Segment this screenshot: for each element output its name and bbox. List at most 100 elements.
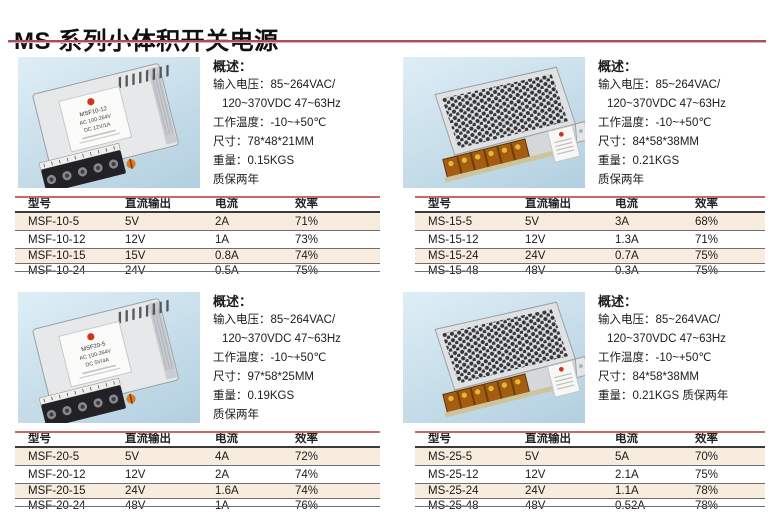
spec-weight: 重量：0.21KGS bbox=[598, 155, 680, 167]
cell-current: 5A bbox=[615, 451, 630, 463]
table-row: MSF-20-15 24V 1.6A 74% bbox=[15, 484, 380, 498]
table-top-rule bbox=[15, 196, 380, 198]
spec-table: 型号 直流输出 电流 效率 MSF-10-5 5V 2A 71% MSF-10-… bbox=[15, 196, 380, 282]
spec-input-voltage-2: 120~370VDC 47~63Hz bbox=[607, 98, 726, 110]
col-model: 型号 bbox=[28, 198, 51, 210]
cell-voltage: 12V bbox=[525, 469, 546, 481]
spec-weight-and-warranty: 重量：0.21KGS 质保两年 bbox=[598, 390, 729, 402]
cell-current: 1.1A bbox=[615, 485, 639, 497]
table-top-rule bbox=[415, 196, 765, 198]
page-title: MS 系列小体积开关电源 bbox=[14, 28, 279, 56]
table-header-rule bbox=[15, 446, 380, 448]
row-rule bbox=[415, 271, 765, 272]
cell-current: 0.7A bbox=[615, 250, 639, 262]
cell-efficiency: 74% bbox=[295, 250, 319, 262]
table-header-row: 型号 直流输出 电流 效率 bbox=[415, 198, 765, 211]
product-section-ms-15: 概述： 输入电压：85~264VAC/ 120~370VDC 47~63Hz 工… bbox=[400, 55, 765, 287]
perforated-vent-grid bbox=[441, 308, 568, 384]
cell-efficiency: 73% bbox=[295, 234, 319, 246]
cell-efficiency: 71% bbox=[695, 234, 719, 246]
table-top-rule bbox=[15, 431, 380, 433]
cell-current: 1.6A bbox=[215, 485, 239, 497]
col-dc-output: 直流输出 bbox=[525, 198, 571, 210]
spec-operating-temp: 工作温度：-10~+50℃ bbox=[213, 117, 327, 129]
table-row: MS-15-12 12V 1.3A 71% bbox=[415, 233, 765, 248]
table-row: MSF-10-5 5V 2A 71% bbox=[15, 215, 380, 230]
brand-logo-icon bbox=[87, 333, 95, 341]
col-model: 型号 bbox=[428, 198, 451, 210]
spec-warranty: 质保两年 bbox=[598, 174, 644, 186]
row-rule bbox=[15, 465, 380, 466]
product-photo: MSF10-12 AC 100-264V DC 12V/1A bbox=[18, 57, 200, 188]
spec-input-voltage: 输入电压：85~264VAC/ bbox=[213, 314, 336, 326]
enclosed-power-supply-illustration bbox=[434, 66, 585, 183]
overview-block: 概述： 输入电压：85~264VAC/ 120~370VDC 47~63Hz 工… bbox=[598, 57, 765, 190]
row-rule bbox=[415, 248, 765, 249]
cell-current: 2.1A bbox=[615, 469, 639, 481]
spec-input-voltage-2: 120~370VDC 47~63Hz bbox=[222, 98, 341, 110]
cell-efficiency: 74% bbox=[295, 485, 319, 497]
device-model-text: MSF20-5 bbox=[81, 341, 107, 353]
product-photo: MSF20-5 AC 100-264V DC 5V/4A bbox=[18, 292, 200, 423]
col-model: 型号 bbox=[28, 433, 51, 445]
cell-current: 4A bbox=[215, 451, 230, 463]
spec-dimensions: 尺寸：84*58*38MM bbox=[598, 371, 699, 383]
cell-efficiency: 78% bbox=[695, 485, 719, 497]
col-model: 型号 bbox=[428, 433, 451, 445]
overview-block: 概述： 输入电压：85~264VAC/ 120~370VDC 47~63Hz 工… bbox=[213, 57, 380, 190]
col-dc-output: 直流输出 bbox=[125, 433, 171, 445]
overview-block: 概述： 输入电压：85~264VAC/ 120~370VDC 47~63Hz 工… bbox=[213, 292, 380, 425]
col-efficiency: 效率 bbox=[295, 198, 318, 210]
cell-voltage: 12V bbox=[525, 234, 546, 246]
brand-logo-icon bbox=[558, 366, 564, 372]
spec-weight: 重量：0.15KGS bbox=[213, 155, 295, 167]
spec-table: 型号 直流输出 电流 效率 MSF-20-5 5V 4A 72% MSF-20-… bbox=[15, 431, 380, 517]
cell-model: MSF-10-12 bbox=[28, 234, 86, 246]
cell-voltage: 5V bbox=[125, 216, 140, 228]
table-row: MS-15-5 5V 3A 68% bbox=[415, 215, 765, 230]
table-row: MSF-20-12 12V 2A 74% bbox=[15, 468, 380, 483]
col-current: 电流 bbox=[215, 433, 238, 445]
spec-input-voltage-2: 120~370VDC 47~63Hz bbox=[607, 333, 726, 345]
device-dc-text: DC 5V/4A bbox=[85, 357, 110, 369]
cell-model: MSF-20-5 bbox=[28, 451, 80, 463]
cell-current: 3A bbox=[615, 216, 630, 228]
spec-warranty: 质保两年 bbox=[213, 174, 259, 186]
cell-voltage: 5V bbox=[125, 451, 140, 463]
row-rule bbox=[415, 263, 765, 264]
spec-input-voltage: 输入电压：85~264VAC/ bbox=[598, 314, 721, 326]
cell-efficiency: 71% bbox=[295, 216, 319, 228]
cell-voltage: 12V bbox=[125, 469, 146, 481]
cell-voltage: 15V bbox=[125, 250, 146, 262]
row-rule bbox=[15, 263, 380, 264]
row-stripe bbox=[415, 483, 765, 498]
cell-voltage: 5V bbox=[525, 451, 540, 463]
row-rule bbox=[415, 498, 765, 499]
row-stripe bbox=[415, 248, 765, 263]
overview-block: 概述： 输入电压：85~264VAC/ 120~370VDC 47~63Hz 工… bbox=[598, 292, 765, 406]
cell-model: MS-15-12 bbox=[428, 234, 479, 246]
table-row: MS-25-24 24V 1.1A 78% bbox=[415, 484, 765, 498]
col-dc-output: 直流输出 bbox=[125, 198, 171, 210]
row-stripe bbox=[415, 448, 765, 465]
cell-voltage: 24V bbox=[525, 250, 546, 262]
cell-voltage: 24V bbox=[525, 485, 546, 497]
table-header-row: 型号 直流输出 电流 效率 bbox=[415, 433, 765, 446]
cell-current: 0.8A bbox=[215, 250, 239, 262]
col-current: 电流 bbox=[215, 198, 238, 210]
table-row: MSF-20-5 5V 4A 72% bbox=[15, 450, 380, 465]
spec-input-voltage-2: 120~370VDC 47~63Hz bbox=[222, 333, 341, 345]
spec-dimensions: 尺寸：84*58*38MM bbox=[598, 136, 699, 148]
cell-current: 1A bbox=[215, 234, 230, 246]
table-row: MSF-10-15 15V 0.8A 74% bbox=[15, 249, 380, 263]
flat-power-supply-illustration: MSF10-12 AC 100-264V DC 12V/1A bbox=[32, 63, 179, 188]
title-underline bbox=[8, 40, 766, 43]
cell-model: MSF-20-15 bbox=[28, 485, 86, 497]
product-section-ms-25: 概述： 输入电压：85~264VAC/ 120~370VDC 47~63Hz 工… bbox=[400, 290, 765, 522]
spec-operating-temp: 工作温度：-10~+50℃ bbox=[213, 352, 327, 364]
row-rule bbox=[15, 248, 380, 249]
spec-warranty: 质保两年 bbox=[213, 409, 259, 421]
cell-efficiency: 75% bbox=[695, 469, 719, 481]
cell-model: MS-25-24 bbox=[428, 485, 479, 497]
brand-logo-icon bbox=[558, 131, 564, 137]
